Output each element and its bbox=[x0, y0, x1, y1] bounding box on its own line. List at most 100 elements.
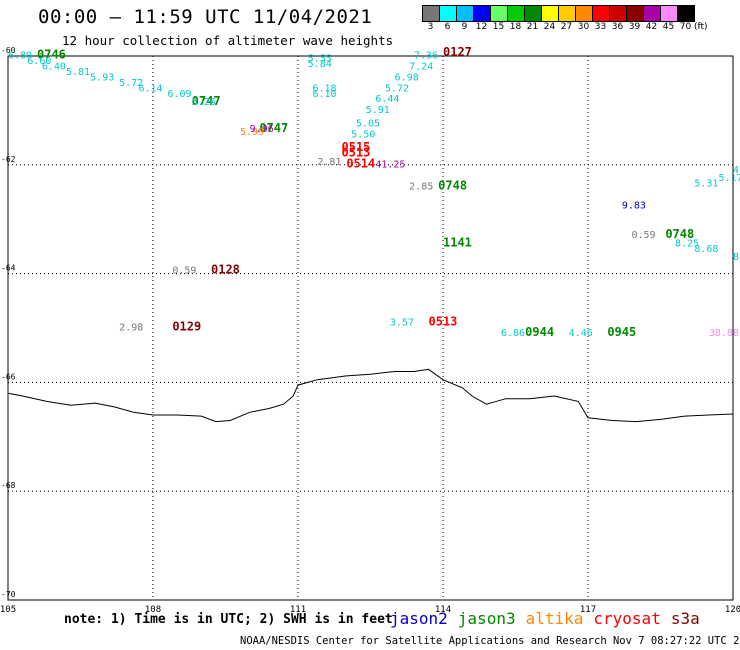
data-label-swh-gray: 2.85 bbox=[409, 181, 433, 192]
data-label-altika: 5.99 bbox=[240, 127, 264, 138]
colorbar-tick-label: 18 bbox=[509, 22, 522, 32]
colorbar-tick-label: 70 bbox=[679, 22, 692, 32]
lon-tick-label: 105 bbox=[0, 605, 16, 615]
data-label-swh-cyan: 6.60 bbox=[27, 56, 51, 67]
antarctic-coastline bbox=[7, 368, 734, 423]
data-label-swh-cyan: 8.68 bbox=[694, 244, 718, 255]
satellite-legend: jason2 jason3 altika cryosat s3a bbox=[390, 609, 710, 628]
data-label-swh-cyan: 5.17 bbox=[719, 173, 740, 184]
data-label-swh-cyan: 6.09 bbox=[168, 89, 192, 100]
data-label-jason3: 0748 bbox=[438, 178, 467, 192]
colorbar-labels: 3 6 9 12 15 18 21 24 27 30 33 36 39 42 45 70 (ft) bbox=[422, 22, 708, 32]
data-label-swh-cyan: 4.99 bbox=[733, 165, 740, 176]
data-label-jason2: 9.83 bbox=[622, 200, 646, 211]
data-label-swh-gray: 0.59 bbox=[172, 266, 196, 277]
data-label-s3a: 0129 bbox=[172, 320, 201, 334]
figure-title: 00:00 — 11:59 UTC 11/04/2021 bbox=[38, 6, 373, 28]
credit-line: NOAA/NESDIS Center for Satellite Applica… bbox=[240, 635, 740, 647]
data-label-cryosat: 0514 bbox=[346, 157, 375, 171]
lat-tick-label: -66 bbox=[1, 372, 16, 381]
lon-tick-label: 114 bbox=[435, 605, 451, 615]
colorbar-tick-label: 15 bbox=[492, 22, 505, 32]
colorbar-tick-label: 42 bbox=[645, 22, 658, 32]
lat-tick-label: -70 bbox=[1, 590, 16, 599]
data-label-swh-cyan: 5.26 bbox=[192, 97, 216, 108]
data-label-jason3: 1141 bbox=[443, 235, 472, 249]
data-label-cryosat: 0513 bbox=[342, 146, 371, 160]
data-label-s3a: 0127 bbox=[443, 45, 472, 59]
footnote: note: 1) Time is in UTC; 2) SWH is in fe… bbox=[64, 612, 393, 627]
data-label-swh-cyan: 5.93 bbox=[90, 72, 114, 83]
data-label-swh-pink: 38.88 bbox=[709, 328, 739, 339]
data-label-swh-cyan: 5.72 bbox=[385, 83, 409, 94]
data-label-swh-cyan: 6.18 bbox=[313, 83, 337, 94]
data-label-swh-cyan: 6.10 bbox=[313, 89, 337, 100]
data-label-swh-cyan: 6.80 bbox=[8, 51, 32, 62]
data-label-swh-cyan: 5.05 bbox=[356, 119, 380, 130]
colorbar-tick-label: 33 bbox=[594, 22, 607, 32]
colorbar-tick-label: 6 bbox=[444, 22, 451, 32]
data-label-jason3: 0746 bbox=[37, 48, 66, 62]
data-label-swh-cyan: 6.98 bbox=[395, 72, 419, 83]
colorbar-tick-label: 3 bbox=[427, 22, 434, 32]
lat-tick-label: -64 bbox=[1, 264, 16, 273]
data-label-swh-cyan: 5.81 bbox=[66, 67, 90, 78]
data-label-swh-cyan: 3.57 bbox=[390, 317, 414, 328]
data-label-cryosat: 0513 bbox=[429, 314, 458, 328]
legend-jason3: jason3 bbox=[457, 609, 516, 628]
data-label-swh-gray: 2.81 bbox=[317, 157, 341, 168]
data-label-swh-cyan: 8.25 bbox=[675, 238, 699, 249]
colorbar-swatch bbox=[677, 5, 695, 22]
data-label-swh-cyan: 6.14 bbox=[139, 83, 163, 94]
legend-jason2: jason2 bbox=[390, 609, 448, 628]
lat-tick-label: -68 bbox=[1, 481, 16, 490]
data-label-swh-cyan: 7.36 bbox=[414, 51, 438, 62]
colorbar-tick-label: 24 bbox=[543, 22, 556, 32]
colorbar-tick-label: 27 bbox=[560, 22, 573, 32]
data-label-swh-gray: 2.98 bbox=[119, 323, 143, 334]
data-label-jason3: 0748 bbox=[665, 227, 694, 241]
data-label-swh-cyan: 5.55 bbox=[308, 53, 332, 64]
data-label-swh-cyan: 7.24 bbox=[409, 62, 433, 73]
lon-tick-label: 117 bbox=[580, 605, 596, 615]
colorbar-tick-label: 45 bbox=[662, 22, 675, 32]
colorbar-tick-label: 39 bbox=[628, 22, 641, 32]
data-label-swh-purple: 41.25 bbox=[375, 160, 405, 171]
legend-s3a: s3a bbox=[670, 609, 700, 628]
data-label-swh-cyan: 5.50 bbox=[351, 130, 375, 141]
colorbar-tick-label: 30 bbox=[577, 22, 590, 32]
legend-cryosat: cryosat bbox=[593, 609, 661, 628]
lat-tick-label: -62 bbox=[1, 155, 16, 164]
data-label-jason3: 0747 bbox=[192, 94, 221, 108]
data-label-jason3: 0747 bbox=[259, 121, 288, 135]
data-label-jason3: 0944 bbox=[525, 325, 554, 339]
colorbar-unit: (ft) bbox=[694, 22, 708, 32]
data-label-swh-cyan: 5.72 bbox=[119, 78, 143, 89]
data-label-swh-purple: 9.96 bbox=[250, 124, 274, 135]
data-label-swh-cyan: 5.91 bbox=[366, 105, 390, 116]
lon-tick-label: 111 bbox=[290, 605, 306, 615]
data-label-swh-cyan: 5.84 bbox=[308, 59, 332, 70]
lat-tick-label: -60 bbox=[1, 46, 16, 55]
colorbar-tick-label: 12 bbox=[475, 22, 488, 32]
data-label-swh-cyan: 8.40 bbox=[733, 252, 740, 263]
lon-tick-label: 108 bbox=[145, 605, 161, 615]
colorbar-tick-label: 21 bbox=[526, 22, 539, 32]
data-label-swh-cyan: 6.86 bbox=[501, 328, 525, 339]
data-label-swh-cyan: 6.44 bbox=[375, 94, 399, 105]
legend-altika: altika bbox=[525, 609, 584, 628]
data-label-swh-cyan: 5.31 bbox=[694, 179, 718, 190]
colorbar-tick-label: 36 bbox=[611, 22, 624, 32]
plot-frame bbox=[7, 55, 734, 601]
lon-tick-label: 120 bbox=[725, 605, 740, 615]
data-label-swh-gray: 0.59 bbox=[632, 230, 656, 241]
data-label-swh-cyan: 6.40 bbox=[42, 62, 66, 73]
figure-subtitle: 12 hour collection of altimeter wave hei… bbox=[62, 33, 394, 48]
data-label-cryosat: 0515 bbox=[342, 140, 371, 154]
wave-height-colorbar bbox=[422, 5, 695, 22]
colorbar-tick-label: 9 bbox=[461, 22, 468, 32]
data-label-jason3: 0945 bbox=[607, 325, 636, 339]
data-label-s3a: 0128 bbox=[211, 263, 240, 277]
